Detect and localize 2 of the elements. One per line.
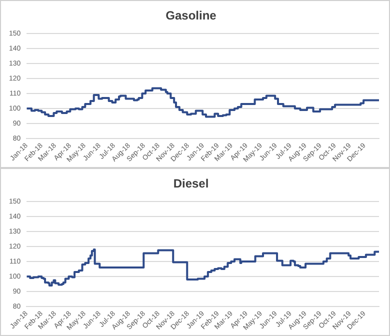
chart-title: Gasoline [166, 8, 217, 23]
chart-title: Diesel [173, 176, 209, 191]
